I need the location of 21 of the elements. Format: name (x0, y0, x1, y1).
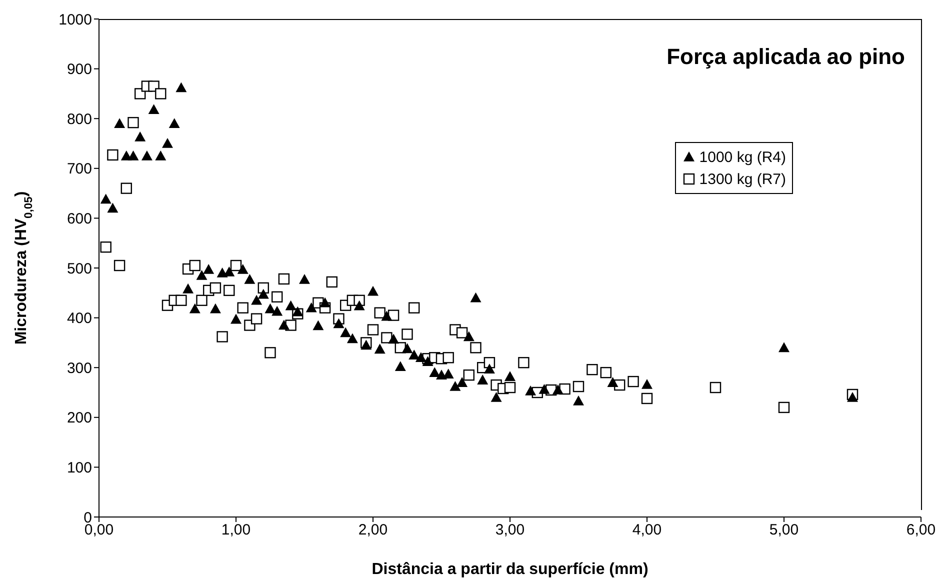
y-tick-label: 200 (66, 410, 92, 427)
y-tick-label: 400 (66, 310, 92, 328)
y-tick-label: 500 (66, 260, 92, 278)
x-axis-title: Distância a partir da superfície (mm) (372, 561, 648, 578)
x-tick-label: 1,00 (221, 522, 251, 539)
text: Força aplicada ao pino (666, 44, 905, 70)
legend-label: 1300 kg (R7) (699, 170, 786, 188)
y-tick-label: 1000 (58, 11, 92, 28)
x-tick-label: 6,00 (906, 522, 936, 539)
x-tick-label: 4,00 (632, 522, 662, 539)
x-tick-label: 0,00 (84, 522, 114, 539)
x-tick-label: 3,00 (495, 522, 525, 539)
legend-label: 1000 kg (R4) (699, 148, 786, 166)
y-tick-label: 700 (66, 160, 92, 178)
y-tick-label: 900 (66, 61, 92, 78)
y-tick-label: 600 (66, 210, 92, 228)
y-tick-label: 800 (66, 110, 92, 128)
x-tick-label: 5,00 (769, 522, 799, 539)
y-tick-label: 300 (66, 360, 92, 377)
x-tick-label: 2,00 (358, 522, 388, 539)
y-tick-label: 100 (66, 460, 92, 477)
